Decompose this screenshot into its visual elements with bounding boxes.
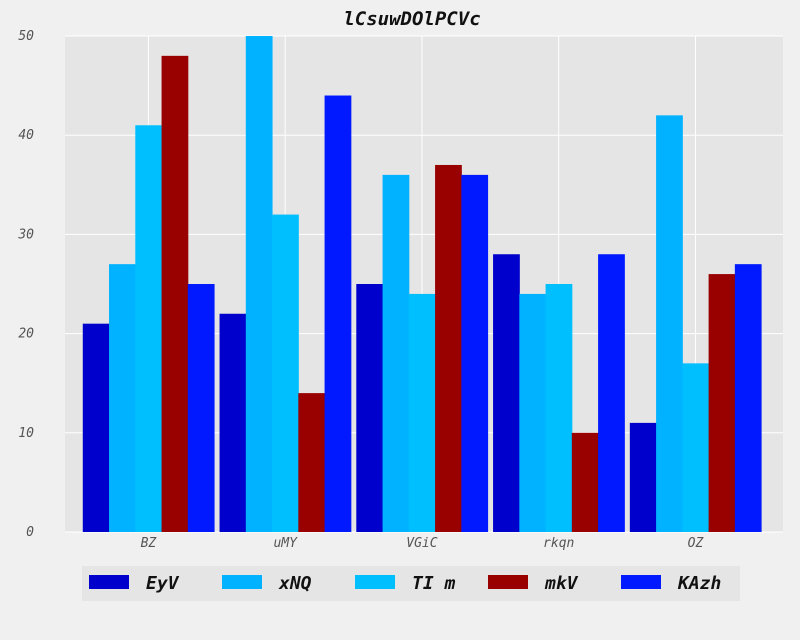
- y-tick-label: 50: [18, 29, 34, 44]
- legend-label: xNQ: [278, 573, 312, 594]
- bar: [109, 264, 136, 532]
- bar: [461, 174, 489, 532]
- bar: [356, 284, 384, 532]
- x-tick-label: VGiC: [406, 536, 437, 551]
- bar: [324, 95, 352, 533]
- x-tick-label: rkqn: [543, 536, 574, 551]
- bar: [272, 214, 299, 532]
- y-tick-label: 30: [17, 227, 34, 242]
- bars-group: [82, 36, 762, 533]
- legend-label: mkV: [544, 573, 579, 594]
- legend-label: EyV: [146, 573, 180, 594]
- bar: [408, 293, 436, 532]
- chart-title: lCsuwDOlPCVc: [343, 8, 480, 30]
- bar: [187, 284, 215, 532]
- bar: [598, 254, 625, 533]
- bar: [682, 363, 710, 532]
- bar: [629, 422, 657, 532]
- legend-swatch: [621, 575, 661, 589]
- x-tick-label: uMY: [273, 536, 298, 551]
- bar: [82, 323, 110, 532]
- legend-swatch: [488, 575, 528, 589]
- bar: [571, 432, 599, 532]
- bar: [656, 115, 683, 533]
- bar: [298, 393, 326, 532]
- legend-swatch: [355, 575, 395, 589]
- bar: [245, 36, 273, 532]
- bar: [545, 284, 573, 532]
- x-tick-label: OZ: [688, 536, 705, 551]
- legend-label: TI m: [412, 573, 456, 594]
- y-tick-label: 20: [18, 327, 34, 342]
- bar: [708, 274, 736, 532]
- bar: [734, 264, 762, 532]
- bar: [435, 164, 462, 532]
- bar: [135, 125, 163, 532]
- legend-swatch: [89, 575, 129, 589]
- y-tick-label: 10: [18, 426, 34, 441]
- x-axis-ticks: BZ uMY VGiC rkqn OZ: [141, 536, 705, 551]
- legend: EyV xNQ TI m mkV KAzh: [82, 566, 740, 601]
- legend-swatch: [222, 575, 262, 589]
- bar: [493, 254, 520, 533]
- bar: [519, 293, 547, 532]
- legend-label: KAzh: [677, 573, 721, 594]
- y-tick-label: 0: [26, 525, 34, 540]
- bar: [161, 55, 189, 533]
- x-tick-label: BZ: [141, 536, 158, 551]
- y-axis-ticks: 0 10 20 30 40 50: [17, 29, 34, 540]
- bar: [382, 174, 410, 532]
- bar: [219, 313, 247, 532]
- y-tick-label: 40: [18, 128, 34, 143]
